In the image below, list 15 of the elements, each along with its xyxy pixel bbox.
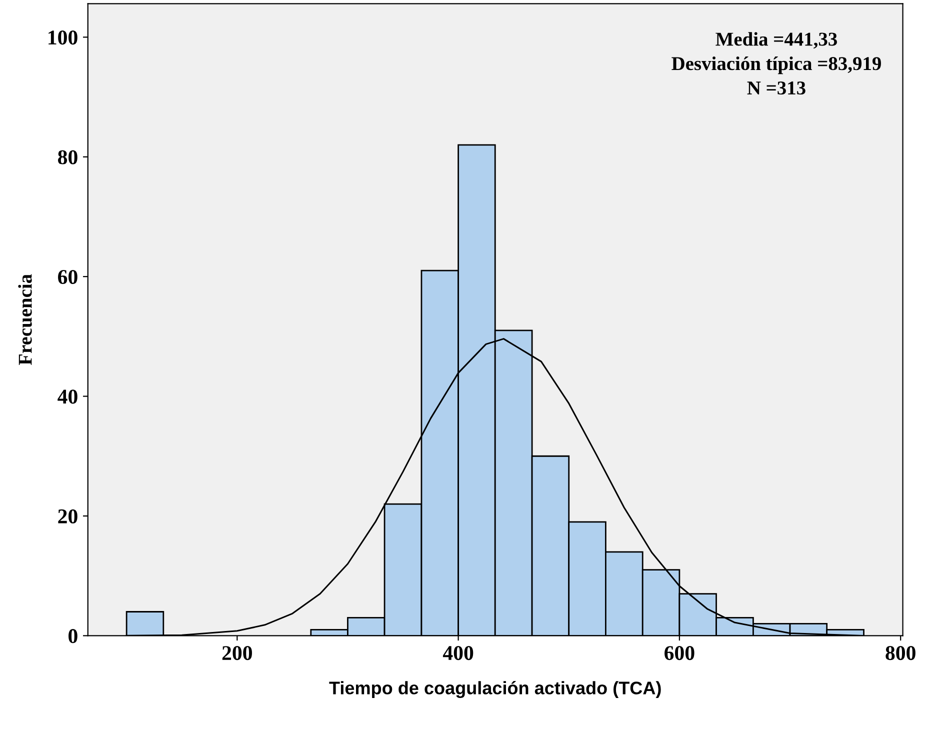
x-axis-title: Tiempo de coagulación activado (TCA) [329,680,661,698]
y-tick-label: 40 [58,390,78,404]
annotation: N =313 [747,81,806,95]
annotation: Media =441,33 [716,32,837,49]
y-tick-label: 60 [58,270,78,284]
y-tick-label: 20 [58,509,78,524]
x-tick-label: 200 [222,646,252,660]
x-tick-label: 600 [664,646,694,660]
annotation: Desviación típica =83,919 [672,56,881,74]
x-tick-label: 400 [442,646,474,660]
y-tick-label: 100 [48,30,78,45]
x-tick-label: 800 [886,646,916,660]
y-tick-label: 0 [68,629,78,644]
y-tick-label: 80 [58,150,78,164]
y-axis-title: Frecuencia [18,274,32,366]
